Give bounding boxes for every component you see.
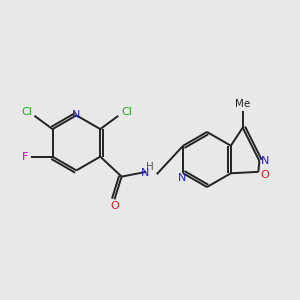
Text: N: N [178, 173, 186, 183]
Text: F: F [22, 152, 29, 162]
Text: Cl: Cl [121, 107, 132, 118]
Text: O: O [110, 201, 119, 211]
Text: Me: Me [235, 99, 250, 109]
Text: N: N [261, 156, 270, 166]
Text: O: O [260, 170, 269, 180]
Text: N: N [72, 110, 81, 120]
Text: Cl: Cl [21, 107, 32, 118]
Text: N: N [141, 168, 149, 178]
Text: H: H [146, 162, 154, 172]
